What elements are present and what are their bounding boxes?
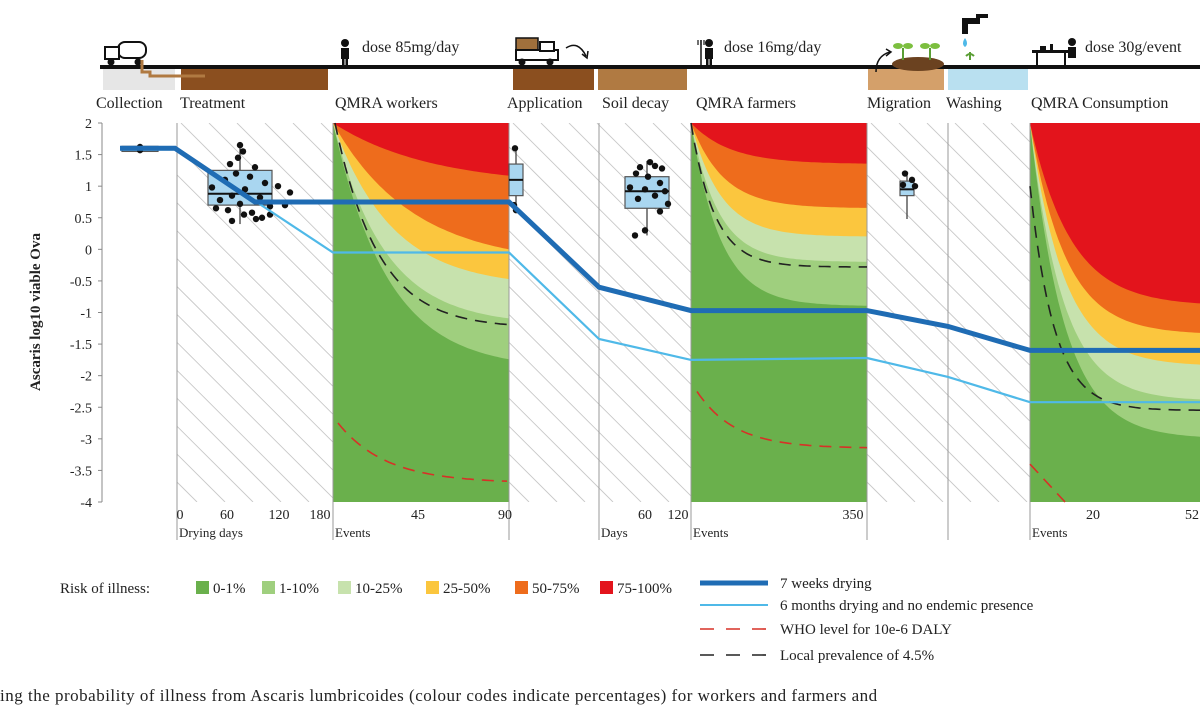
risk-label: 10-25% (355, 581, 403, 597)
x-axis-label-soil: Days (601, 525, 628, 540)
x-tick-label-workers: 90 (498, 508, 512, 523)
y-tick-label: 0 (85, 243, 92, 258)
risk-area-consumption (1030, 123, 1200, 502)
y-tick-label: -3.5 (70, 464, 92, 479)
x-tick-label-drying: 180 (310, 508, 331, 523)
x-tick-label-drying: 0 (177, 508, 184, 523)
washing-bar (948, 68, 1028, 90)
x-axis-label-workers: Events (335, 525, 370, 540)
x-tick-label-drying: 120 (269, 508, 290, 523)
stage-label-qmra_consumption: QMRA Consumption (1031, 95, 1168, 112)
dose-label-qmra_workers: dose 85mg/day (362, 39, 459, 56)
sub-x-axes: 0 60 120 180 Drying days 45 90 Events 60 120 Days 3… (177, 508, 1200, 540)
boxplot-soil-decay (624, 158, 672, 239)
seedling-icon (875, 43, 944, 73)
migration-bar (868, 68, 944, 90)
stage-label-washing: Washing (946, 95, 1002, 112)
risk-label: 25-50% (443, 581, 491, 597)
risk-swatch (426, 581, 439, 594)
risk-swatch (338, 581, 351, 594)
soil-decay-bar (598, 68, 687, 90)
x-tick-label-consumption: 20 (1086, 508, 1100, 523)
faucet-icon (962, 14, 988, 60)
process-strip (100, 14, 1200, 90)
series-7-weeks-drying (120, 145, 1200, 353)
y-tick-label: 0.5 (75, 212, 93, 227)
y-tick-label: -2.5 (70, 401, 92, 416)
threshold-curves (334, 122, 1200, 503)
risk-label: 50-75% (532, 581, 580, 597)
stage-label-qmra_workers: QMRA workers (335, 95, 438, 112)
x-tick-label-soil: 120 (668, 508, 689, 523)
ascaris-risk-figure: Collection Treatment QMRA workers Applicati… (28, 14, 1200, 664)
risk-legend: Risk of illness: 0-1% 1-10% 10-25% 25-50% 50… (60, 581, 672, 597)
risk-swatch (196, 581, 209, 594)
stage-label-soil_decay: Soil decay (602, 95, 669, 112)
y-axis: Ascaris log10 viable Ova 2 1.5 1 0.5 0 -0.5 -1… (28, 117, 103, 511)
who-curve-farmers (696, 391, 868, 449)
worker-icon (341, 39, 349, 66)
y-tick-label: -0.5 (70, 275, 92, 290)
x-axis-label-drying: Drying days (179, 525, 243, 540)
stage-label-application: Application (507, 95, 583, 112)
tanker-truck-icon (104, 41, 205, 78)
y-tick-label: -1.5 (70, 338, 92, 353)
boxplot-migration (899, 170, 919, 220)
x-tick-label-farmers: 350 (843, 508, 864, 523)
y-tick-label: -2 (80, 370, 92, 385)
line-legend-label: Local prevalence of 4.5% (780, 648, 934, 664)
risk-label: 1-10% (279, 581, 319, 597)
prevalence-curve-farmers (690, 122, 867, 268)
dose-label-qmra_consumption: dose 30g/event (1085, 39, 1182, 56)
y-tick-label: -1 (80, 307, 92, 322)
risk-band (333, 123, 509, 502)
figure-caption: ing the probability of illness from Asca… (0, 686, 878, 705)
stage-label-qmra_farmers: QMRA farmers (696, 95, 796, 112)
y-axis-label: Ascaris log10 viable Ova (28, 233, 44, 391)
x-tick-label-soil: 60 (638, 508, 652, 523)
y-tick-label: 1.5 (75, 149, 93, 164)
line-legend-label: 7 weeks drying (780, 576, 872, 592)
dose-labels: dose 85mg/day dose 16mg/day dose 30g/event (362, 39, 1182, 56)
line-legend-label: WHO level for 10e-6 DALY (780, 622, 952, 638)
y-tick-label: -3 (80, 433, 92, 448)
x-tick-label-consumption: 52 (1185, 508, 1199, 523)
risk-legend-title: Risk of illness: (60, 581, 150, 597)
boxplot-treatment (207, 141, 294, 225)
dose-label-qmra_farmers: dose 16mg/day (724, 39, 821, 56)
prevalence-curve-consumption (1029, 186, 1200, 411)
risk-label: 75-100% (617, 581, 672, 597)
diner-icon (1032, 38, 1076, 66)
who-curve-workers (337, 422, 508, 482)
line-legend-label: 6 months drying and no endemic presence (780, 598, 1034, 614)
line-legend: 7 weeks drying 6 months drying and no end… (700, 576, 1034, 664)
hatch-background (177, 123, 1030, 502)
treatment-bar (181, 68, 328, 90)
stage-label-treatment: Treatment (180, 95, 246, 112)
risk-area-workers (333, 123, 509, 502)
x-axis-label-consumption: Events (1032, 525, 1067, 540)
risk-swatch (515, 581, 528, 594)
x-axis-label-farmers: Events (693, 525, 728, 540)
farmer-icon (697, 39, 713, 66)
x-tick-label-workers: 45 (411, 508, 425, 523)
loader-truck-icon (515, 37, 589, 66)
who-curve-consumption (1029, 463, 1066, 503)
x-tick-label-drying: 60 (220, 508, 234, 523)
stage-label-collection: Collection (96, 95, 163, 112)
risk-band (1030, 123, 1200, 502)
risk-swatch (600, 581, 613, 594)
stage-labels: Collection Treatment QMRA workers Applicati… (96, 95, 1168, 112)
application-bar (513, 68, 594, 90)
stage-label-migration: Migration (867, 95, 931, 112)
collection-bar (103, 66, 175, 90)
prevalence-curve-workers (334, 122, 508, 326)
y-tick-label: 2 (85, 117, 92, 132)
main-series-lines (120, 145, 1200, 404)
y-tick-label: 1 (85, 180, 92, 195)
risk-swatch (262, 581, 275, 594)
y-tick-label: -4 (80, 496, 92, 511)
risk-label: 0-1% (213, 581, 246, 597)
